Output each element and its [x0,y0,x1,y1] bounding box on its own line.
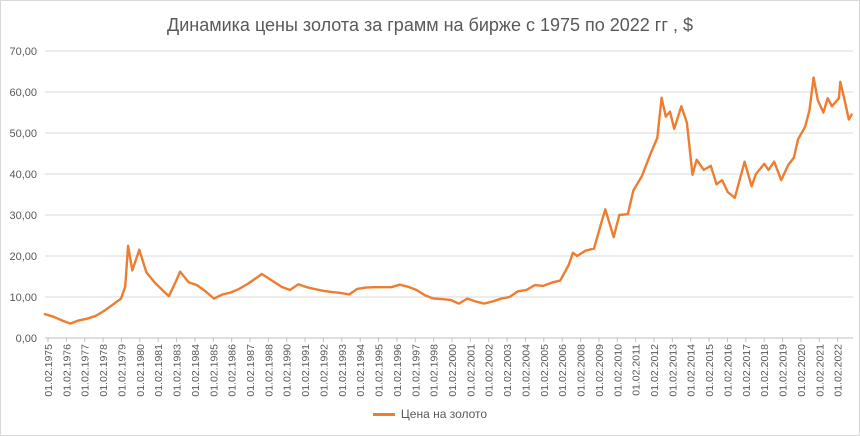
x-tick-label: 01.02.2003 [502,344,514,397]
x-tick-label: 01.02.2017 [741,344,753,397]
x-tick-label: 01.02.1997 [410,344,422,397]
x-tick-label: 01.02.2000 [447,344,459,397]
x-tick-label: 01.02.1975 [43,344,55,397]
x-tick-label: 01.02.1977 [80,344,92,397]
x-tick-label: 01.02.2002 [484,344,496,397]
x-tick-label: 01.02.1981 [153,344,165,397]
x-tick-label: 01.02.1980 [135,344,147,397]
x-tick-label: 01.02.1994 [355,344,367,397]
x-tick-label: 01.02.2008 [576,344,588,397]
x-tick-label: 01.02.2018 [759,344,771,397]
legend-swatch [372,412,395,416]
series-line [43,76,853,325]
x-tick-label: 01.02.2022 [833,344,845,397]
x-tick-label: 01.02.1988 [263,344,275,397]
x-tick-label: 01.02.1985 [208,344,220,397]
x-tick-label: 01.02.1990 [282,344,294,397]
x-tick-label: 01.02.1979 [116,344,128,397]
x-tick-label: 01.02.2004 [520,344,532,397]
y-tick-label: 0,00 [16,333,37,345]
y-tick-label: 40,00 [9,169,37,181]
x-tick-label: 01.02.1995 [374,344,386,397]
x-tick-label: 01.02.2011 [631,344,643,396]
x-tick-label: 01.02.2010 [612,344,624,397]
y-tick-label: 20,00 [9,251,37,263]
y-tick-label: 50,00 [9,128,37,140]
x-tick-label: 01.02.1992 [318,344,330,397]
x-tick-label: 01.02.1984 [190,344,202,397]
x-tick-label: 01.02.1976 [61,344,73,397]
x-tick-label: 01.02.2012 [649,344,661,397]
y-tick-label: 60,00 [9,87,37,99]
x-tick-label: 01.02.2001 [465,344,477,397]
x-tick-label: 01.02.2013 [667,344,679,397]
x-tick-label: 01.02.2014 [686,344,698,397]
x-tick-label: 01.02.2009 [594,344,606,397]
x-tick-label: 01.02.1991 [300,344,312,397]
x-tick-label: 01.02.1983 [172,344,184,397]
x-tick-label: 01.02.2006 [557,344,569,397]
legend: Цена на золото [1,407,859,421]
x-tick-label: 01.02.2015 [704,344,716,397]
x-tick-label: 01.02.2016 [722,344,734,397]
x-tick-label: 01.02.1978 [98,344,110,397]
y-tick-label: 30,00 [9,210,37,222]
x-tick-label: 01.02.1987 [245,344,257,397]
x-tick-label: 01.02.1996 [392,344,404,397]
x-tick-label: 01.02.2019 [778,344,790,397]
x-tick-label: 01.02.1986 [227,344,239,397]
chart-title: Динамика цены золота за грамм на бирже с… [167,15,693,35]
x-tick-label: 01.02.2020 [796,344,808,397]
legend-label: Цена на золото [400,407,488,421]
x-tick-label: 01.02.1993 [337,344,349,397]
x-tick-label: 01.02.2021 [814,344,826,397]
y-tick-label: 70,00 [9,46,37,58]
x-tick-label: 01.02.1998 [429,344,441,397]
y-tick-label: 10,00 [9,292,37,304]
x-tick-label: 01.02.2005 [539,344,551,397]
